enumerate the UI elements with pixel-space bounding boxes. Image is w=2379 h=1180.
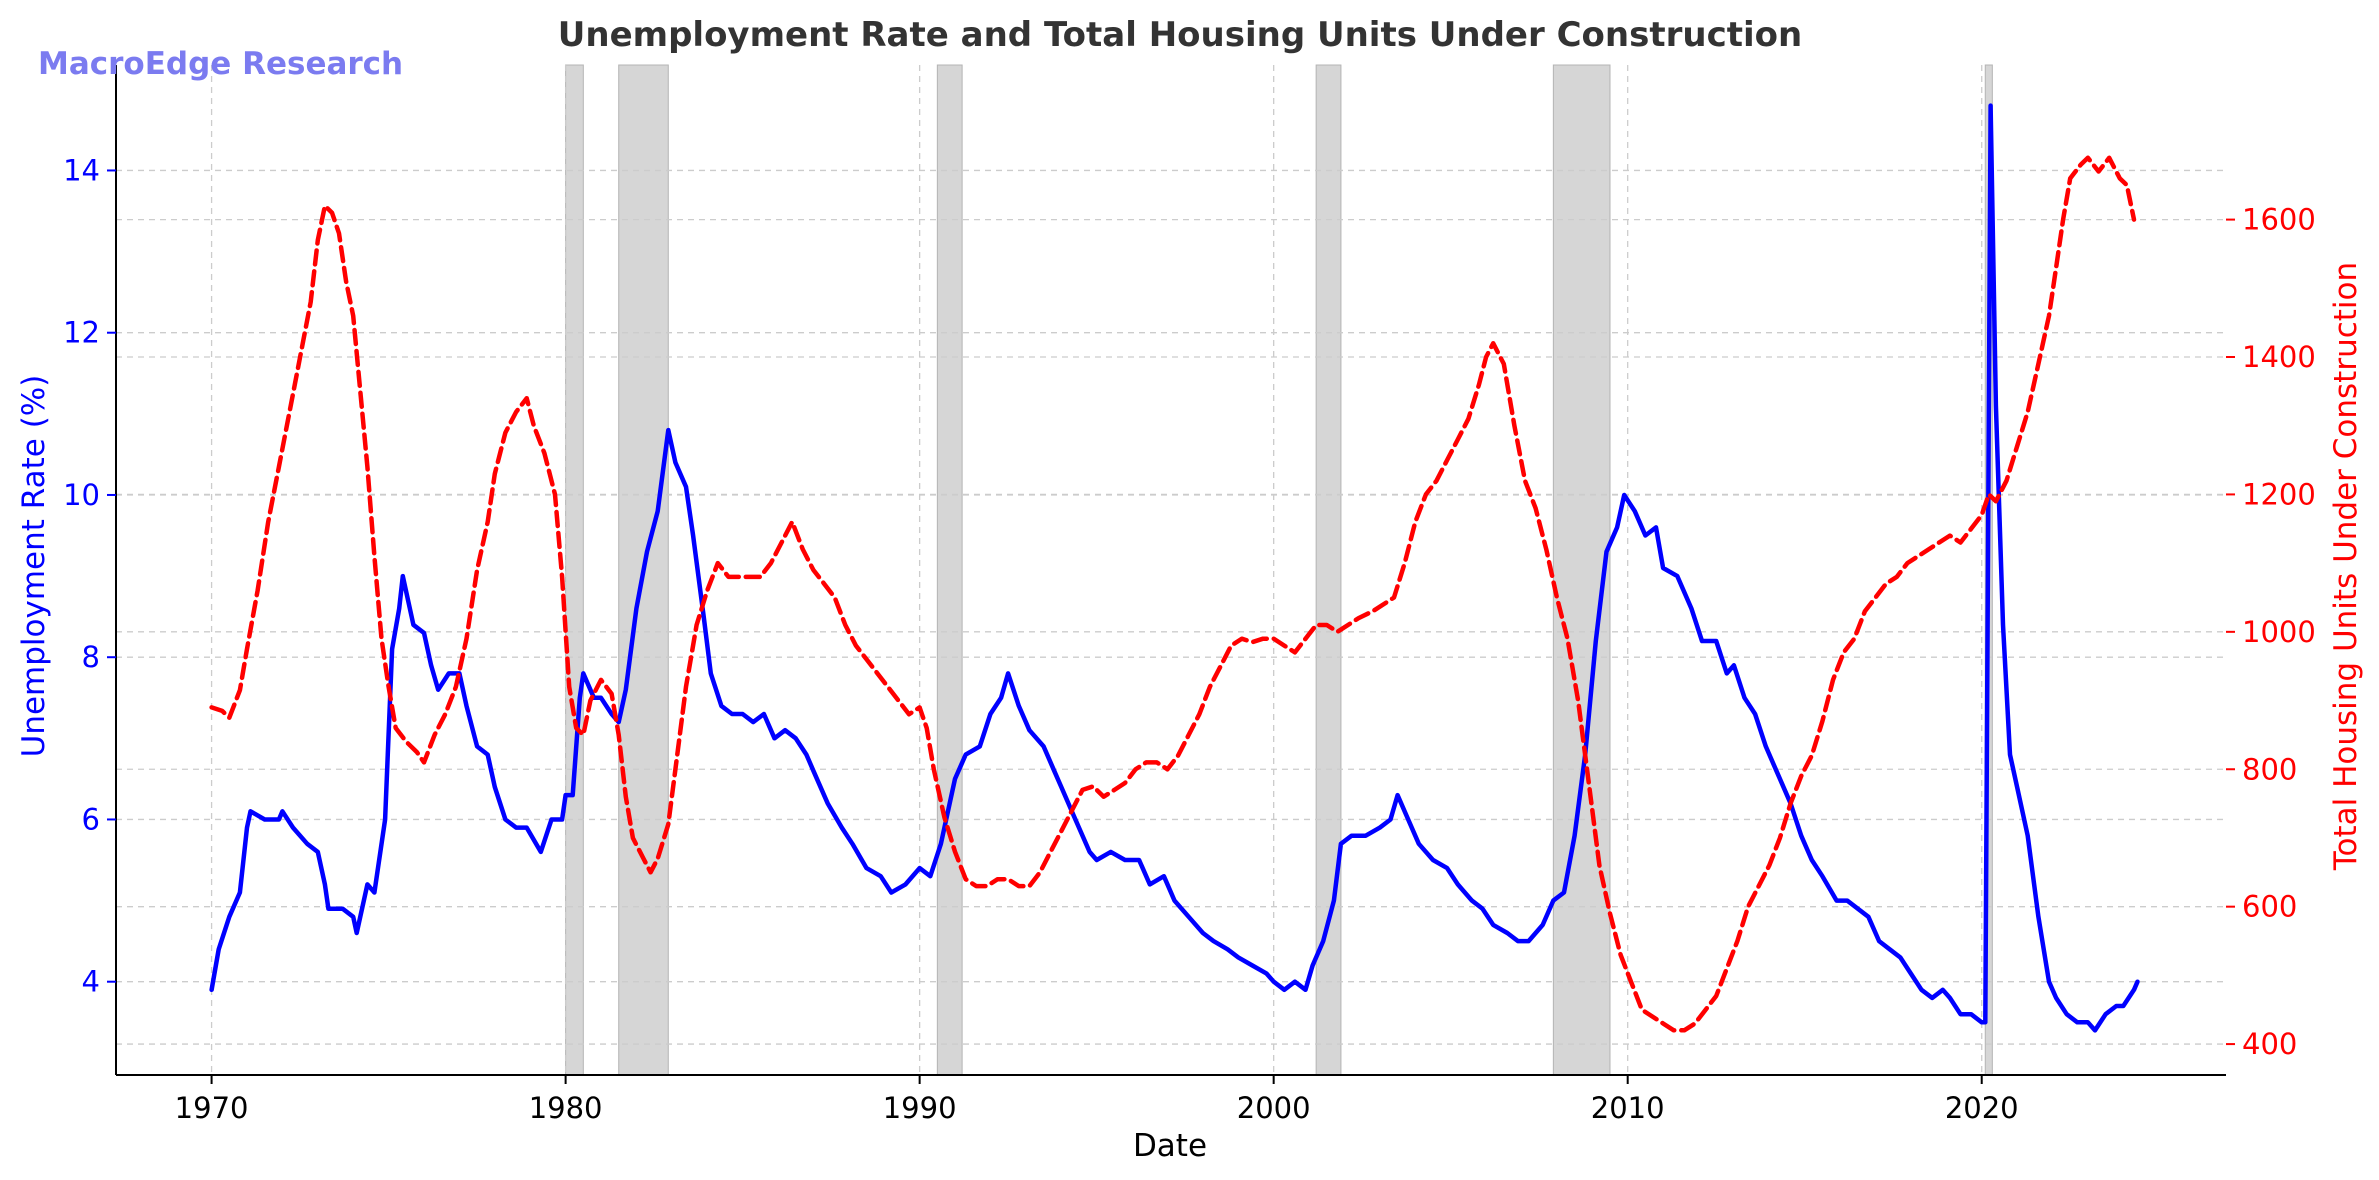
recession-band-0 — [565, 64, 584, 1076]
y-tick-label-left-4: 12 — [63, 316, 100, 350]
y-tick-label-right-3: 1000 — [2242, 615, 2316, 649]
recession-band-4 — [1552, 64, 1611, 1076]
x-tick-label-4: 2010 — [1591, 1091, 1665, 1125]
x-tick-label-3: 2000 — [1237, 1091, 1311, 1125]
recession-band-2 — [936, 64, 963, 1076]
x-tick-label-5: 2020 — [1945, 1091, 2019, 1125]
y-tick-label-left-2: 8 — [82, 640, 100, 674]
y-axis-label-left: Unemployment Rate (%) — [16, 375, 52, 758]
x-tick-label-0: 1970 — [175, 1091, 249, 1125]
unemployment-series-line — [209, 103, 2140, 1033]
chart-title: Unemployment Rate and Total Housing Unit… — [558, 15, 1802, 55]
x-tick-label-1: 1980 — [529, 1091, 603, 1125]
y-tick-label-right-6: 1600 — [2242, 203, 2316, 237]
tick-labels: 1970 1980 1990 2000 2010 2020 4 6 8 10 12 14 400 600 8… — [63, 153, 2316, 1125]
y-tick-label-left-0: 4 — [82, 965, 100, 999]
y-tick-label-right-0: 400 — [2242, 1027, 2297, 1061]
axes — [107, 65, 2235, 1084]
y-tick-label-left-1: 6 — [82, 802, 100, 836]
y-tick-label-left-5: 14 — [63, 153, 100, 187]
brand-watermark: MacroEdge Research — [38, 46, 403, 82]
y-axis-label-right: Total Housing Units Under Construction — [2328, 262, 2364, 871]
y-tick-label-right-2: 800 — [2242, 752, 2297, 786]
housing-series-line — [209, 155, 2137, 1033]
x-axis-label: Date — [1133, 1128, 1207, 1164]
y-tick-label-left-3: 10 — [63, 478, 100, 512]
y-tick-label-right-4: 1200 — [2242, 477, 2316, 511]
y-tick-label-right-5: 1400 — [2242, 340, 2316, 374]
gridlines — [116, 65, 2226, 1075]
series-lines — [209, 103, 2140, 1033]
x-tick-label-2: 1990 — [883, 1091, 957, 1125]
y-tick-label-right-1: 600 — [2242, 890, 2297, 924]
